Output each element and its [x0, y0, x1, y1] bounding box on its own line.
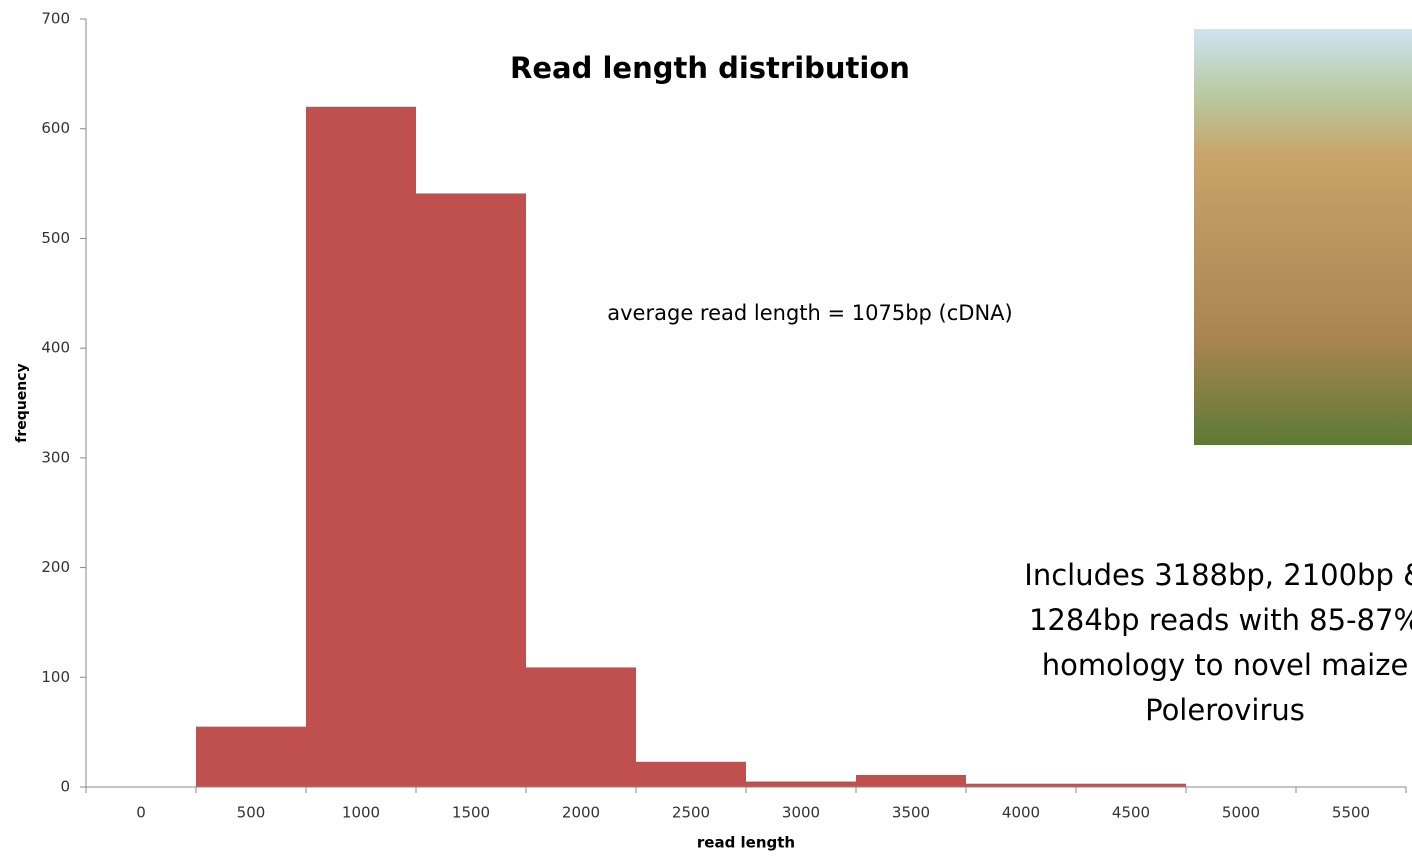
chart-title: Read length distribution: [510, 51, 910, 85]
y-tick-label: 300: [41, 448, 70, 466]
bar: [526, 667, 636, 787]
note-line: 1284bp reads with 85-87%: [1029, 603, 1412, 637]
y-tick-label: 200: [41, 558, 70, 576]
x-axis-label: read length: [697, 834, 795, 852]
bar: [196, 727, 306, 787]
x-tick-label: 5500: [1332, 804, 1370, 822]
x-tick-label: 3500: [892, 804, 930, 822]
y-tick-label: 500: [41, 229, 70, 247]
bar: [746, 782, 856, 787]
x-tick-label: 500: [237, 804, 266, 822]
annotation: average read length = 1075bp (cDNA): [607, 301, 1012, 325]
photo: [1194, 29, 1412, 445]
x-tick-label: 4500: [1112, 804, 1150, 822]
x-tick-label: 2500: [672, 804, 710, 822]
x-tick-label: 0: [136, 804, 146, 822]
x-tick-label: 5000: [1222, 804, 1260, 822]
page: {"chart_data": {"type": "bar", "title": …: [0, 0, 1412, 866]
y-tick-label: 400: [41, 339, 70, 357]
note-line: homology to novel maize: [1042, 648, 1409, 682]
x-tick-label: 3000: [782, 804, 820, 822]
bar: [856, 775, 966, 787]
bar: [416, 193, 526, 787]
x-tick-label: 4000: [1002, 804, 1040, 822]
y-tick-label: 600: [41, 119, 70, 137]
bar: [306, 107, 416, 787]
note-line: Polerovirus: [1145, 693, 1305, 727]
chart: Read length distribution read length fre…: [0, 0, 1412, 866]
y-tick-label: 0: [60, 778, 70, 796]
y-tick-label: 100: [41, 668, 70, 686]
y-axis-label: frequency: [14, 363, 30, 442]
x-tick-label: 1500: [452, 804, 490, 822]
note-line: Includes 3188bp, 2100bp &: [1024, 558, 1412, 592]
x-tick-label: 1000: [342, 804, 380, 822]
bar: [636, 762, 746, 787]
y-tick-label: 700: [41, 10, 70, 28]
x-tick-label: 2000: [562, 804, 600, 822]
